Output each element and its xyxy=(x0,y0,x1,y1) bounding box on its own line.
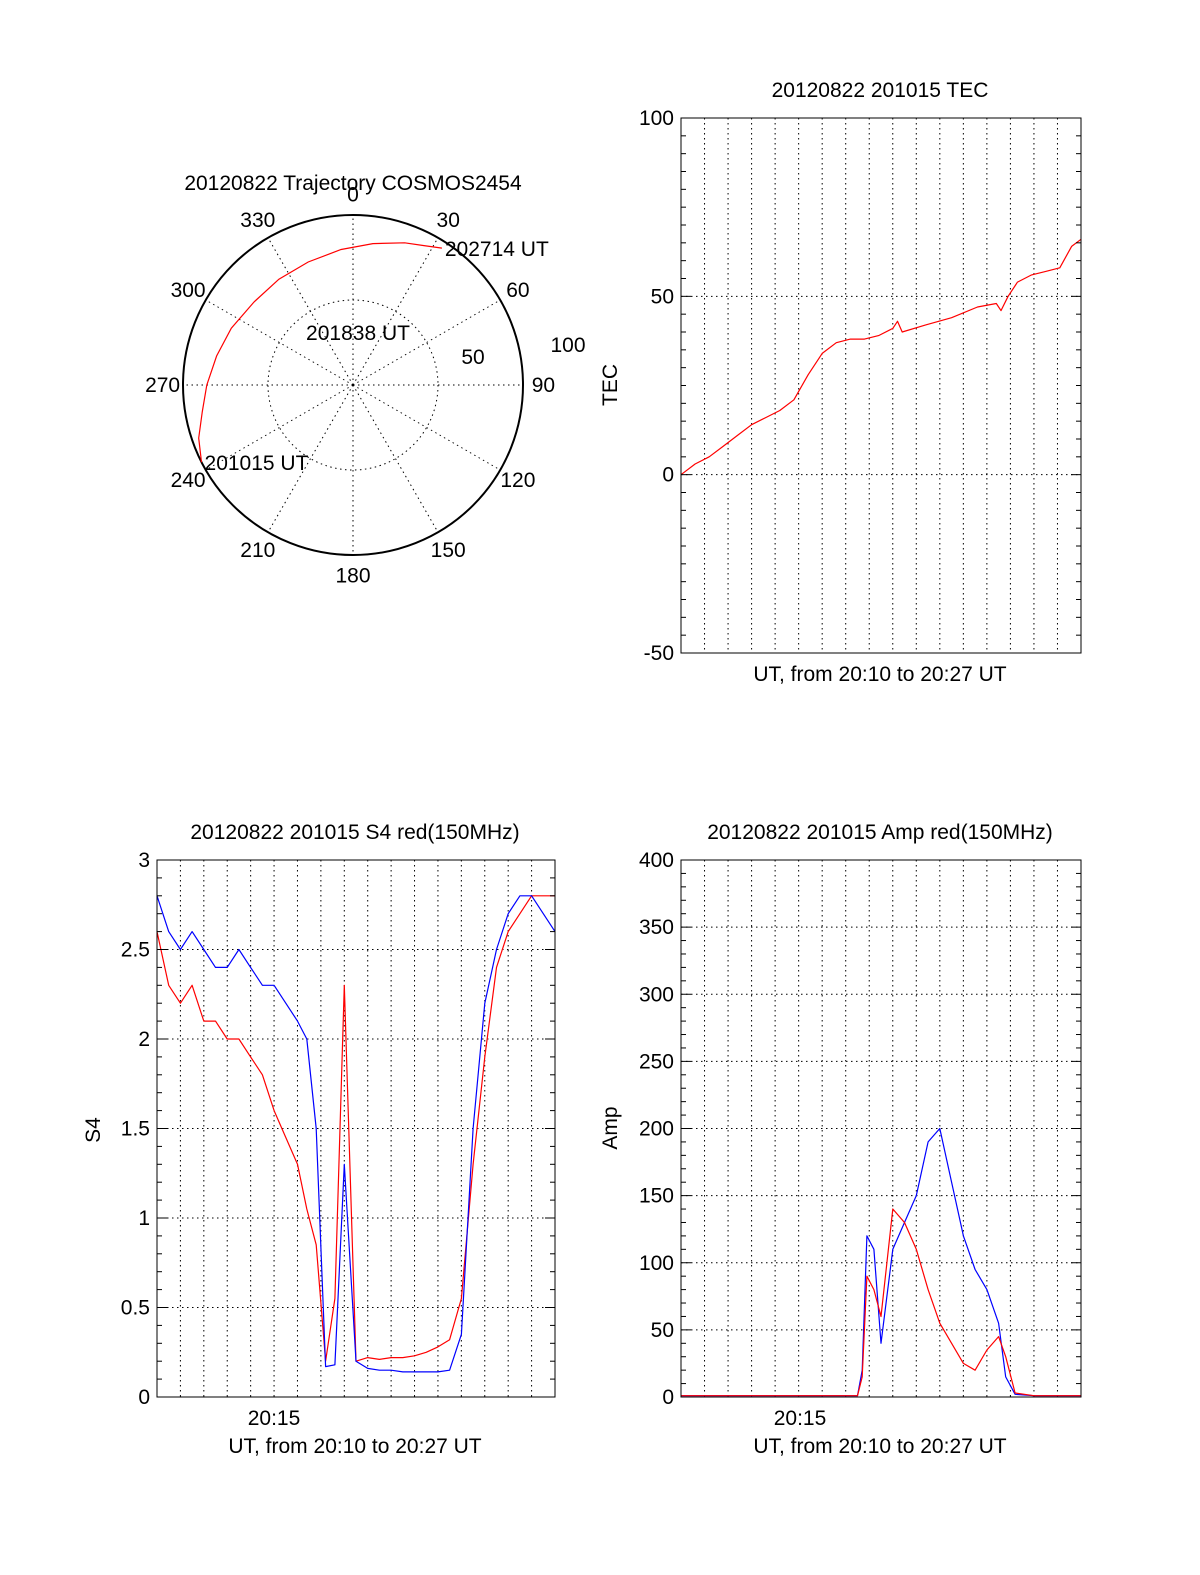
s4-title: 20120822 201015 S4 red(150MHz) xyxy=(190,821,519,844)
tec-grid xyxy=(681,118,1081,653)
s4-y-label: S4 xyxy=(82,1117,105,1143)
amp-y-ticks: 0 50 100 150 200 250 300 350 400 xyxy=(639,849,1081,1409)
tec-series xyxy=(680,238,1082,476)
polar-spoke xyxy=(205,384,354,471)
tec-y-label: TEC xyxy=(599,364,622,406)
tec-y-tick-label: -50 xyxy=(644,642,674,665)
tec-y-ticks: -50 0 50 100 xyxy=(639,107,1081,665)
s4-y-tick-label: 3 xyxy=(138,849,150,872)
polar-grid xyxy=(182,214,524,556)
trajectory-panel: 20120822 Trajectory COSMOS2454 0 30 60 90 12… xyxy=(145,172,585,587)
trajectory-annotation: 202714 UT xyxy=(445,238,549,261)
trajectory-annotation: 201838 UT xyxy=(306,322,410,345)
s4-y-tick-label: 2.5 xyxy=(121,939,150,962)
polar-azimuth-label: 300 xyxy=(171,279,206,302)
tec-y-tick-label: 100 xyxy=(639,107,674,130)
polar-spoke xyxy=(352,237,439,386)
amp-y-label: Amp xyxy=(599,1106,622,1149)
tec-x-label: UT, from 20:10 to 20:27 UT xyxy=(753,663,1006,686)
amp-y-tick-label: 400 xyxy=(639,849,674,872)
polar-azimuth-label: 120 xyxy=(500,469,535,492)
s4-series-line xyxy=(156,895,555,1362)
polar-azimuth-label: 180 xyxy=(335,564,370,587)
s4-grid xyxy=(157,860,555,1397)
polar-ring-50 xyxy=(267,299,439,471)
polar-radial-label: 100 xyxy=(550,334,585,357)
tec-y-tick-label: 0 xyxy=(662,464,674,487)
polar-azimuth-label: 330 xyxy=(240,209,275,232)
tec-title: 20120822 201015 TEC xyxy=(772,79,989,102)
amp-y-tick-label: 0 xyxy=(662,1386,674,1409)
tec-y-tick-label: 50 xyxy=(651,285,674,308)
polar-radial-label: 50 xyxy=(461,346,484,369)
amp-y-tick-label: 100 xyxy=(639,1252,674,1275)
amp-y-tick-label: 200 xyxy=(639,1118,674,1141)
polar-azimuth-label: 0 xyxy=(347,184,359,207)
s4-y-ticks: 0 0.5 1 1.5 2 2.5 3 xyxy=(121,849,555,1409)
trajectory-annotations: 202714 UT 201838 UT 201015 UT xyxy=(205,238,549,475)
amp-y-tick-label: 250 xyxy=(639,1050,674,1073)
amp-y-tick-label: 150 xyxy=(639,1185,674,1208)
trajectory-annotation: 201015 UT xyxy=(205,452,309,475)
s4-series-line xyxy=(156,895,556,1373)
polar-radial-labels: 50 100 xyxy=(461,334,585,369)
amp-x-tick-label: 20:15 xyxy=(774,1407,827,1430)
trajectory-series xyxy=(198,242,442,463)
polar-azimuth-labels: 0 30 60 90 120 150 180 210 240 270 300 330 xyxy=(145,184,555,588)
polar-azimuth-label: 240 xyxy=(171,469,206,492)
s4-panel: 20120822 201015 S4 red(150MHz) 0 0.5 1 1.5 2… xyxy=(82,821,556,1458)
polar-outer-ring xyxy=(182,214,524,556)
s4-x-label: UT, from 20:10 to 20:27 UT xyxy=(228,1435,481,1458)
s4-y-tick-label: 0.5 xyxy=(121,1297,150,1320)
amp-grid xyxy=(681,860,1081,1397)
s4-x-tick-label: 20:15 xyxy=(248,1407,301,1430)
s4-y-tick-label: 0 xyxy=(138,1386,150,1409)
amp-title: 20120822 201015 Amp red(150MHz) xyxy=(707,821,1053,844)
polar-azimuth-label: 30 xyxy=(437,209,460,232)
s4-y-tick-label: 2 xyxy=(138,1028,150,1051)
amp-y-tick-label: 300 xyxy=(639,983,674,1006)
s4-frame xyxy=(156,859,556,1398)
polar-spoke xyxy=(352,384,439,533)
amp-x-label: UT, from 20:10 to 20:27 UT xyxy=(753,1435,1006,1458)
s4-y-tick-label: 1 xyxy=(138,1207,150,1230)
amp-y-tick-label: 350 xyxy=(639,916,674,939)
polar-azimuth-label: 150 xyxy=(431,539,466,562)
polar-azimuth-label: 60 xyxy=(506,279,529,302)
polar-azimuth-label: 210 xyxy=(240,539,275,562)
trajectory-line xyxy=(198,242,442,463)
s4-y-tick-label: 1.5 xyxy=(121,1118,150,1141)
amp-series-line xyxy=(681,1127,1081,1397)
trajectory-title: 20120822 Trajectory COSMOS2454 xyxy=(184,172,522,195)
tec-panel: 20120822 201015 TEC -50 0 50 100 UT, from 2… xyxy=(599,79,1082,686)
polar-spoke xyxy=(352,384,501,471)
polar-spoke xyxy=(352,299,501,386)
s4-series xyxy=(156,895,556,1373)
polar-azimuth-label: 270 xyxy=(145,374,180,397)
amp-y-tick-label: 50 xyxy=(651,1319,674,1342)
tec-series-line xyxy=(680,238,1082,476)
amp-series xyxy=(681,1127,1081,1397)
polar-azimuth-label: 90 xyxy=(532,374,555,397)
amp-series-line xyxy=(681,1208,1081,1397)
tec-frame xyxy=(680,117,1082,654)
amp-panel: 20120822 201015 Amp red(150MHz) 0 50 100 15… xyxy=(599,821,1082,1458)
polar-spoke xyxy=(267,384,354,533)
